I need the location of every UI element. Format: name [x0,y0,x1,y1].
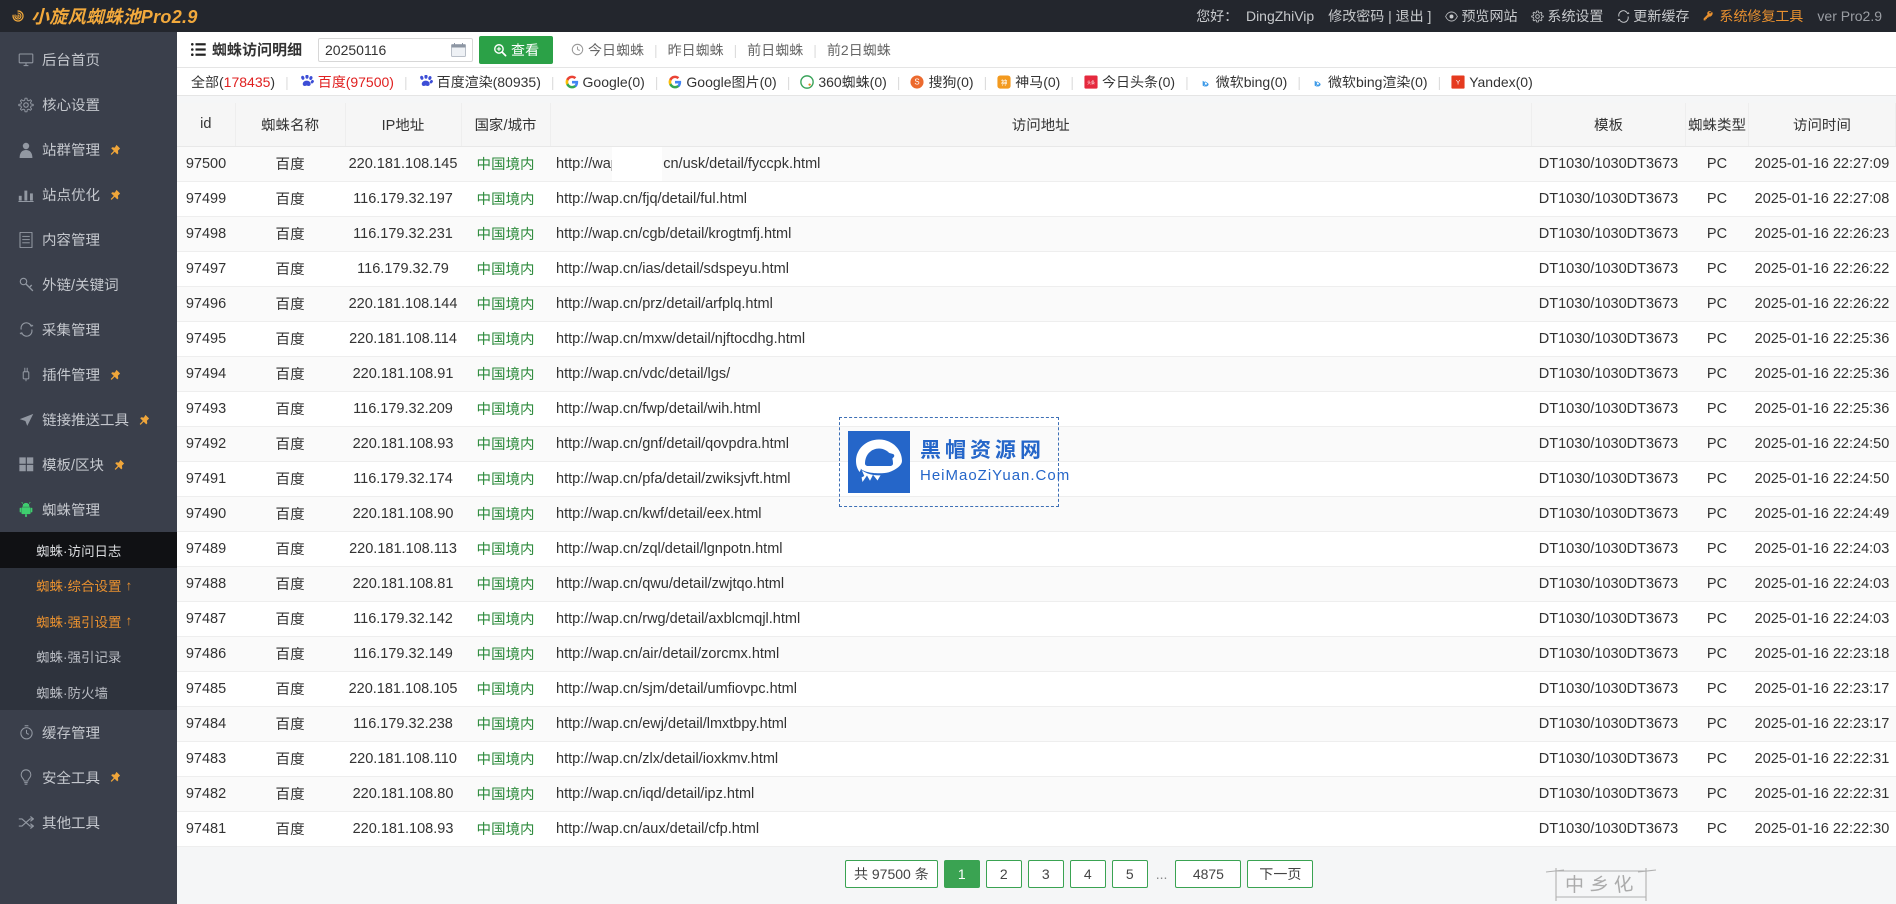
svg-text:头条: 头条 [1087,79,1095,84]
svg-text:化: 化 [1613,873,1635,897]
svg-text:Y: Y [1456,79,1461,86]
svg-text:S: S [915,77,920,86]
svg-text:中: 中 [1565,874,1584,896]
svg-text:乡: 乡 [1588,873,1611,898]
